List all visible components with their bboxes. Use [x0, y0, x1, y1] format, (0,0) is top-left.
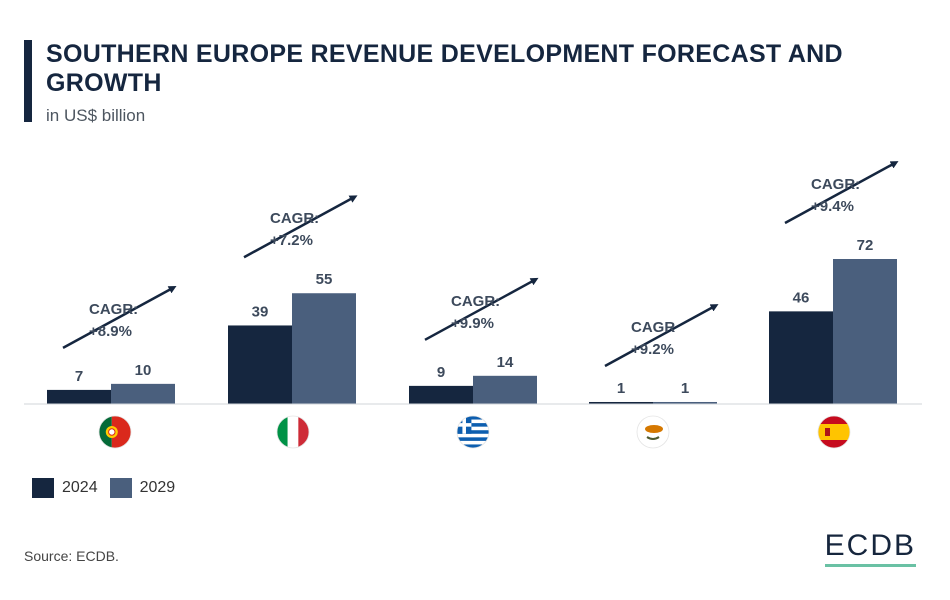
cagr-arrow-italy: [243, 195, 358, 259]
greece-flag-icon: [457, 416, 489, 448]
cagr-value-greece: +9.9%: [451, 315, 494, 332]
value-label-cyprus-2024: 1: [617, 380, 625, 397]
bar-cyprus-2029: [653, 401, 717, 404]
cagr-label-italy: CAGR:: [270, 210, 319, 227]
bar-portugal-2024: [47, 389, 111, 404]
value-label-spain-2024: 46: [793, 289, 810, 306]
legend-label-2029: 2029: [139, 479, 176, 496]
bar-portugal-2029: [111, 383, 175, 404]
legend-item-2029: 2029: [109, 478, 176, 498]
legend-item-2024: 2024: [32, 478, 98, 498]
portugal-flag-icon-outline: [98, 415, 132, 449]
cagr-arrow-portugal: [62, 285, 177, 349]
cagr-label-greece: CAGR:: [451, 293, 500, 310]
portugal-flag-icon: [99, 416, 131, 448]
bar-spain-2024: [769, 311, 833, 404]
cagr-arrow-spain: [784, 161, 899, 225]
cagr-value-portugal: +8.9%: [89, 323, 132, 340]
italy-flag-icon: [277, 416, 309, 448]
cagr-arrow-greece: [424, 277, 539, 341]
greece-flag-icon-outline: [456, 415, 490, 449]
value-label-cyprus-2029: 1: [681, 380, 689, 397]
bar-italy-2024: [228, 325, 292, 404]
spain-flag-icon: [818, 416, 850, 448]
title-accent-bar: [24, 40, 32, 122]
logo-text: ECDB: [824, 529, 916, 562]
legend-label-2024: 2024: [62, 479, 98, 496]
bar-greece-2024: [409, 385, 473, 404]
legend: 2024 2029: [32, 478, 187, 498]
value-label-portugal-2024: 7: [75, 368, 83, 385]
logo-underline: [824, 564, 916, 567]
cyprus-flag-icon: [637, 416, 669, 448]
cagr-value-italy: +7.2%: [270, 232, 313, 249]
bar-spain-2029: [833, 259, 897, 404]
cagr-label-spain: CAGR:: [811, 176, 860, 193]
cagr-arrow-cyprus: [604, 304, 719, 368]
value-label-greece-2024: 9: [437, 364, 445, 381]
cagr-label-cyprus: CAGR: [631, 319, 675, 336]
bar-greece-2029: [473, 375, 537, 404]
source-note: Source: ECDB.: [24, 548, 119, 564]
cagr-value-spain: +9.4%: [811, 198, 854, 215]
cagr-label-portugal: CAGR:: [89, 301, 138, 318]
value-label-greece-2029: 14: [497, 354, 514, 371]
bar-cyprus-2024: [589, 401, 653, 404]
cagr-value-cyprus: +9.2%: [631, 341, 674, 358]
legend-swatch-2029: [109, 478, 132, 498]
bar-italy-2029: [292, 293, 356, 404]
cyprus-flag-icon-outline: [636, 415, 670, 449]
ecdb-logo: ECDB: [824, 529, 916, 567]
value-label-spain-2029: 72: [857, 237, 874, 254]
value-label-italy-2024: 39: [252, 303, 269, 320]
value-label-italy-2029: 55: [316, 271, 333, 288]
value-label-portugal-2029: 10: [135, 362, 152, 379]
legend-swatch-2024: [32, 478, 54, 498]
italy-flag-icon-outline: [276, 415, 310, 449]
chart-subtitle: in US$ billion: [46, 106, 146, 125]
spain-flag-icon-outline: [817, 415, 851, 449]
chart-title: SOUTHERN EUROPE REVENUE DEVELOPMENT FORE…: [46, 40, 843, 97]
